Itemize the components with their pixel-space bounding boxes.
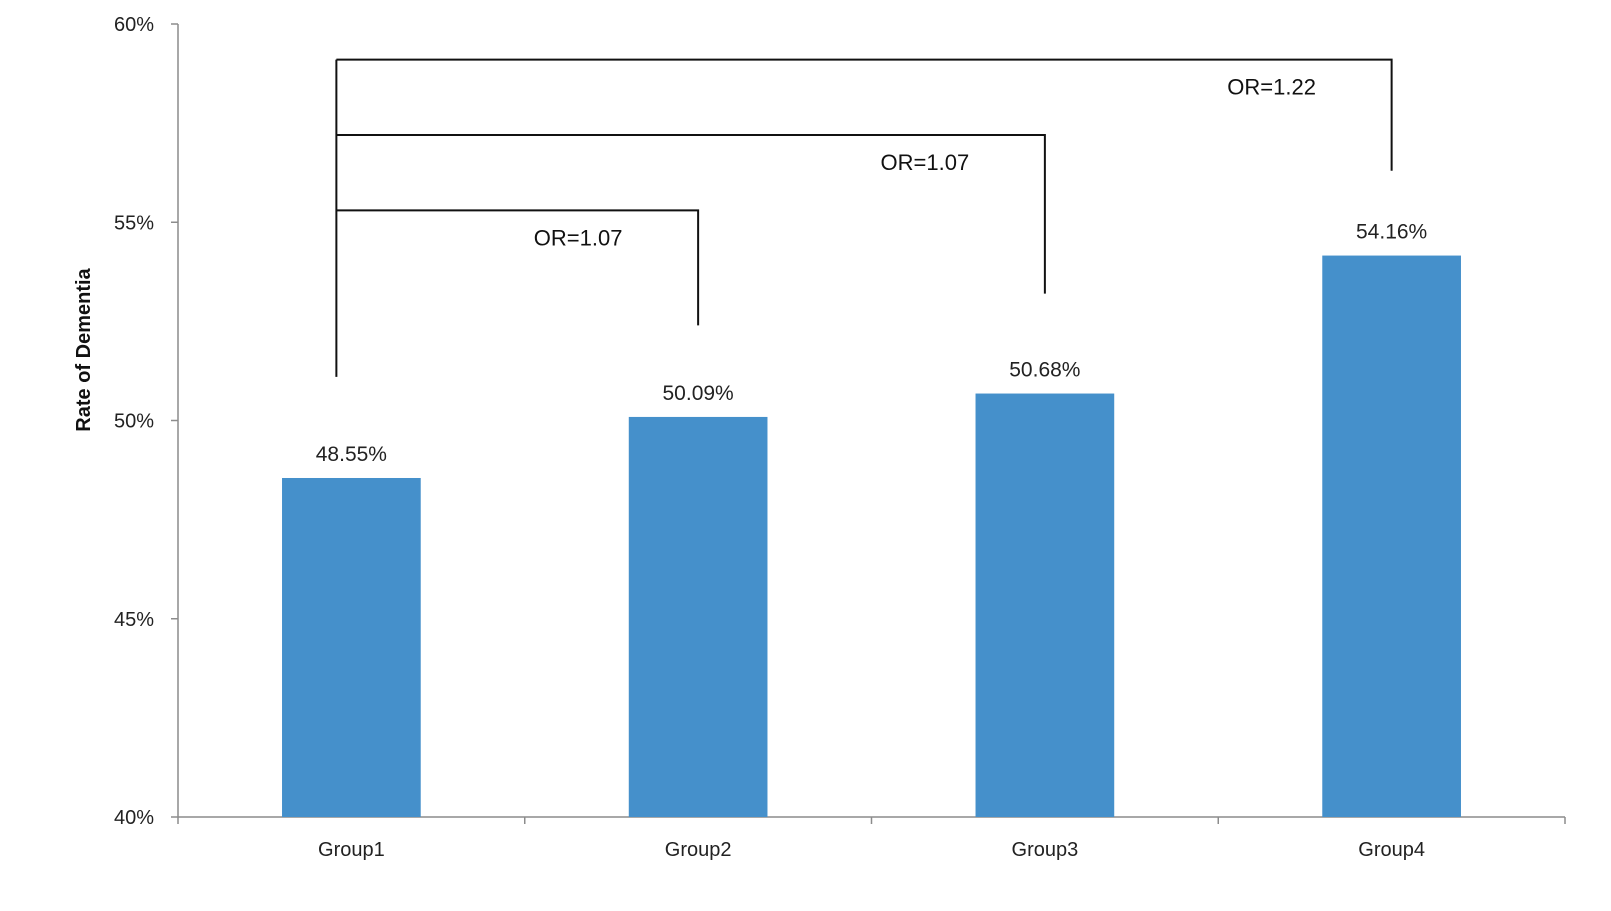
bracket-group2: [336, 209, 700, 326]
y-tick-label: 60%: [114, 14, 154, 36]
y-tick-label: 55%: [114, 212, 154, 234]
bar-group4: [1322, 255, 1461, 817]
bar-group3: [975, 393, 1115, 817]
x-tick-label: Group1: [318, 839, 385, 861]
significance-brackets: OR=1.22 OR=1.07 OR=1.07: [335, 58, 1393, 377]
odds-ratio-label: OR=1.07: [534, 225, 623, 250]
data-label: 54.16%: [1356, 221, 1427, 244]
y-axis: 40% 45% 50% 55% 60%: [114, 14, 179, 829]
data-label: 50.09%: [663, 382, 734, 405]
y-tick-label: 45%: [114, 609, 154, 631]
y-axis-title: Rate of Dementia: [73, 267, 95, 431]
y-tick-label: 50%: [114, 411, 154, 433]
bracket-group3: [336, 134, 1046, 294]
data-label: 48.55%: [316, 443, 387, 466]
x-tick-label: Group2: [665, 839, 732, 861]
odds-ratio-label: OR=1.07: [881, 150, 970, 175]
x-axis: Group1 Group2 Group3 Group4: [177, 816, 1566, 861]
data-labels: 48.55% 50.09% 50.68% 54.16%: [316, 221, 1427, 466]
x-tick-label: Group4: [1358, 839, 1425, 861]
bar-group2: [628, 416, 768, 817]
x-tick-label: Group3: [1012, 839, 1079, 861]
bracket-group4: [336, 58, 1393, 171]
odds-ratio-label: OR=1.22: [1227, 75, 1316, 100]
data-label: 50.68%: [1009, 359, 1080, 382]
bars: [282, 255, 1461, 817]
bar-group1: [282, 477, 421, 817]
y-tick-label: 40%: [114, 807, 154, 829]
